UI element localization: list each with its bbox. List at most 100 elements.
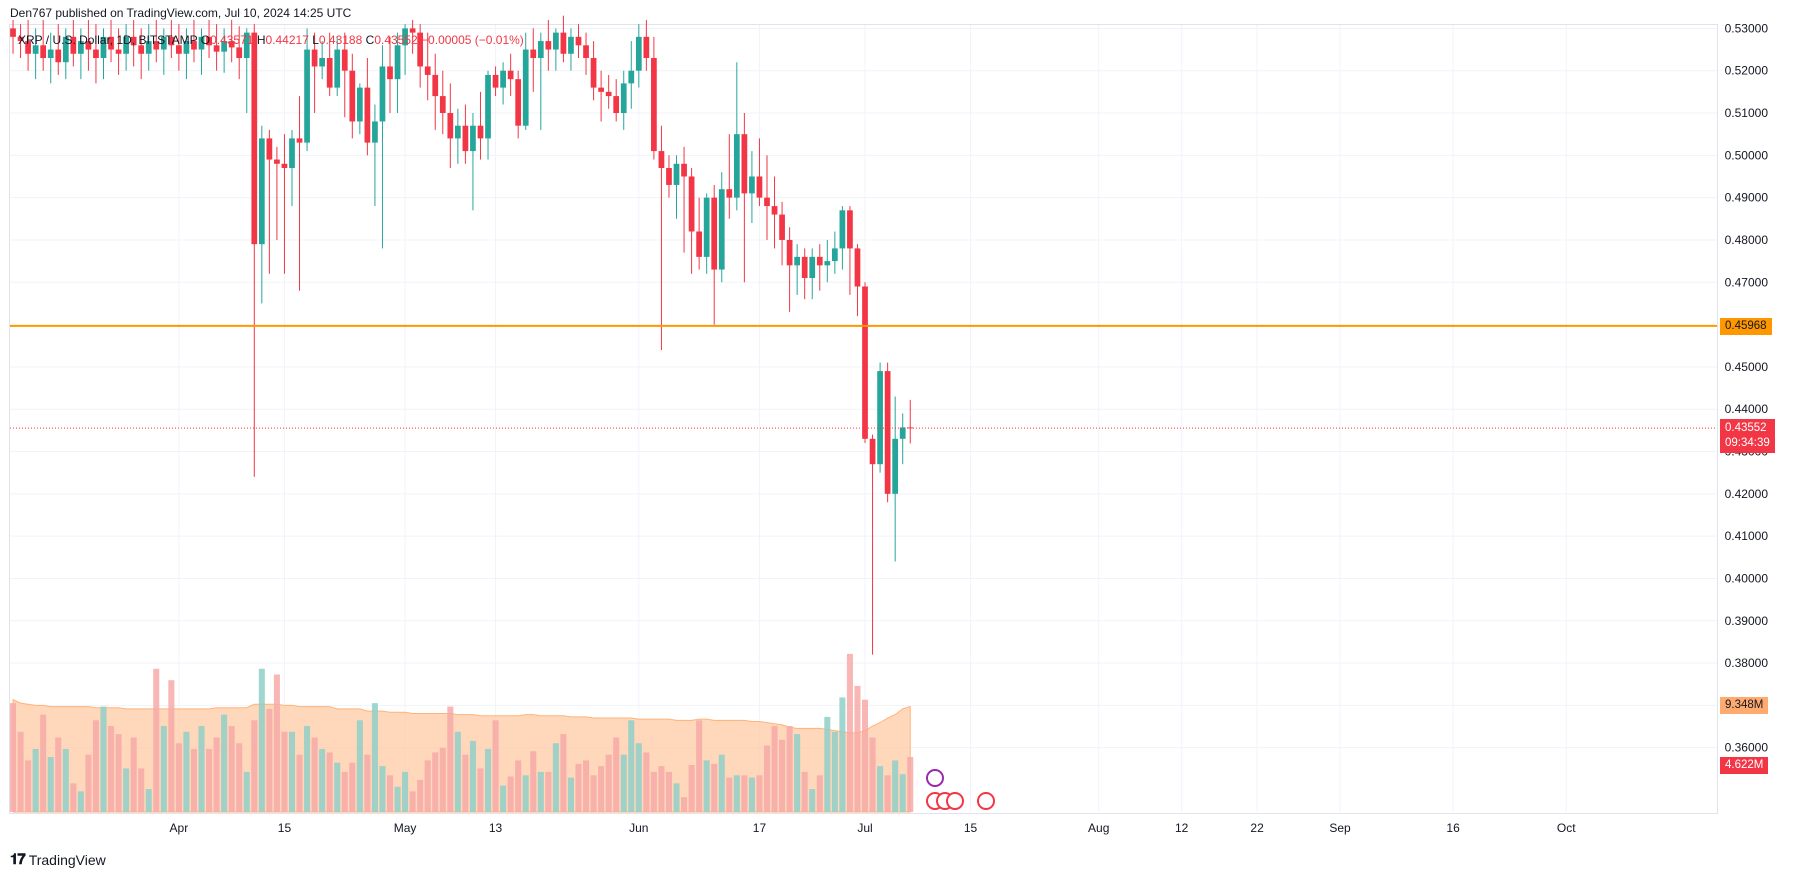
close-label: C [365, 33, 375, 47]
volume-bar [899, 774, 906, 812]
volume-bar [605, 754, 612, 812]
event-flag-icon [926, 769, 944, 787]
overlays [10, 324, 1717, 810]
volume-bar [198, 726, 205, 812]
tradingview-logo-text: TradingView [28, 851, 106, 868]
candle-body [266, 138, 273, 160]
volume-bar [831, 731, 838, 812]
volume-bar [854, 685, 861, 812]
candle-body [341, 49, 348, 71]
volume-bar [206, 748, 213, 812]
x-tick-label: Jul [857, 821, 872, 835]
volume-bar [175, 743, 182, 812]
volume-bar [567, 777, 574, 812]
volume-bar [432, 752, 439, 812]
change-value: −0.00005 (−0.01%) [421, 33, 524, 47]
volume-bar [786, 726, 793, 812]
chart-pane[interactable] [9, 24, 1718, 814]
candle-body [530, 49, 537, 59]
x-tick-label: 12 [1175, 821, 1189, 835]
volume-bar [846, 653, 853, 812]
candle-body [545, 41, 552, 50]
candle-body [394, 45, 401, 80]
volume-bar [130, 737, 137, 812]
x-tick-label: Aug [1088, 821, 1109, 835]
candle-body [854, 248, 861, 287]
volume-bar [70, 783, 77, 812]
candle-body [658, 151, 665, 169]
volume-bar [326, 752, 333, 812]
candle-body [62, 36, 69, 63]
candle-body [439, 96, 446, 114]
candle-body [816, 256, 823, 266]
candle-body [613, 96, 620, 114]
x-tick-label: 16 [1446, 821, 1460, 835]
candle-body [568, 36, 574, 54]
tradingview-logo[interactable]: 𝟏𝟕 TradingView [10, 851, 106, 868]
candle-body [733, 134, 740, 198]
volume-ma-tag: 9.348M [1720, 696, 1769, 714]
volume-bar [794, 734, 801, 812]
last-price-value: 0.43552 [1725, 422, 1767, 435]
candle-body [628, 70, 635, 84]
volume-bar [386, 775, 394, 812]
candle-body [93, 49, 99, 59]
close-value: 0.43552 [374, 33, 418, 47]
candle-body [688, 176, 695, 232]
volume-bar [726, 777, 733, 812]
candle-body [213, 45, 220, 52]
candle-body [515, 79, 522, 126]
volume-bar [47, 756, 54, 812]
volume-bar [809, 789, 816, 812]
candle-body [236, 47, 243, 59]
candle-body [47, 49, 54, 59]
y-tick-label: 0.36000 [1725, 741, 1769, 755]
x-tick-label: 15 [278, 821, 292, 835]
candle-body [25, 41, 31, 54]
volume-bar [25, 760, 32, 812]
volume-bar [492, 720, 499, 812]
candle-body [40, 45, 47, 59]
candle-body [454, 125, 461, 139]
high-label: H [256, 33, 266, 47]
candle-body [786, 239, 793, 266]
volume-bar [183, 731, 190, 812]
volume-bar [741, 775, 748, 812]
candle-body [666, 168, 672, 185]
candle-body [130, 36, 137, 46]
candle-body [681, 163, 687, 177]
open-value: 0.43571 [210, 33, 254, 47]
volume-bar [334, 762, 341, 812]
y-tick-label: 0.41000 [1725, 529, 1769, 543]
volume-bar [123, 768, 130, 812]
volume-bar [718, 754, 725, 812]
volume-bar [341, 771, 348, 812]
volume-bar [892, 760, 899, 812]
y-tick-label: 0.51000 [1725, 106, 1769, 120]
candle-body [869, 438, 876, 465]
volume-bar [696, 720, 703, 812]
volume-bar [598, 766, 605, 812]
volume-bar [213, 737, 220, 812]
volume-bar [643, 752, 650, 812]
candle-body [877, 371, 883, 465]
volume-bar [801, 771, 808, 812]
volume-bar [108, 726, 115, 812]
volume-last-tag: 4.622M [1720, 757, 1769, 775]
volume-bar [417, 779, 424, 812]
volume-bar [153, 668, 160, 812]
candles [10, 15, 914, 655]
candle-body [696, 231, 702, 257]
candle-body [296, 138, 303, 143]
volume-bar [877, 766, 884, 812]
volume-bar [816, 775, 823, 812]
volume-bar [665, 771, 672, 812]
candle-body [70, 36, 77, 54]
candle-body [432, 74, 439, 97]
volume-bar [10, 703, 17, 812]
candle-body [281, 163, 288, 169]
volume-bar [228, 726, 235, 812]
candle-body [537, 41, 544, 59]
candle-body [108, 36, 114, 50]
